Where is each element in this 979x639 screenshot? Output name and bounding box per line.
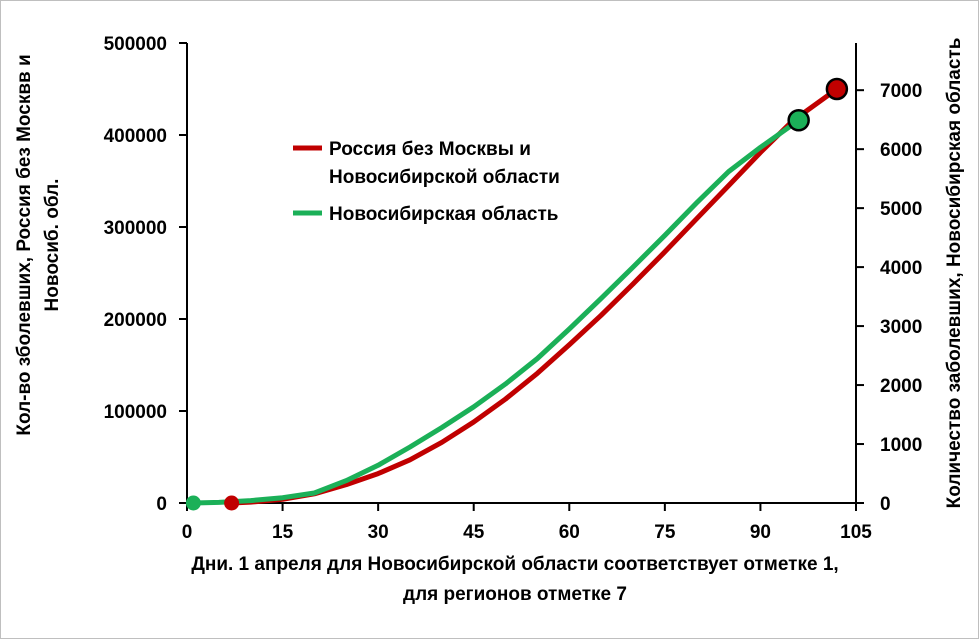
legend-label-russia-line1: Россия без Москвы и (329, 139, 531, 160)
series (185, 77, 849, 511)
x-tick-label: 75 (654, 522, 676, 543)
right-y-tick-label: 4000 (880, 258, 922, 279)
left-y-tick-label: 300000 (104, 218, 167, 239)
right-y-tick-label: 0 (880, 494, 891, 515)
x-axis-title-line2: для регионов отметке 7 (403, 584, 627, 605)
right-y-tick-label: 6000 (880, 140, 922, 161)
legend-label-russia-line2: Новосибирской области (329, 167, 560, 188)
left-y-tick-label: 200000 (104, 310, 167, 331)
axes: 0 100000 200000 300000 400000 500000 0 1000 200… (104, 34, 923, 543)
left-y-ticks: 0 100000 200000 300000 400000 500000 (104, 34, 187, 515)
series-line-novosibirsk (190, 117, 802, 506)
x-axis-title-line1: Дни. 1 апреля для Новосибирской области … (191, 554, 838, 575)
axis-titles: Дни. 1 апреля для Новосибирской области … (14, 38, 965, 605)
x-tick-label: 60 (559, 522, 580, 543)
series-marker-novosibirsk (787, 109, 810, 132)
x-tick-label: 0 (182, 522, 193, 543)
x-tick-label: 45 (463, 522, 485, 543)
right-y-tick-label: 1000 (880, 435, 922, 456)
x-tick-label: 15 (272, 522, 294, 543)
left-y-tick-label: 500000 (104, 34, 167, 55)
left-y-tick-label: 400000 (104, 126, 167, 147)
series-marker-novosibirsk (185, 495, 201, 511)
x-tick-label: 105 (840, 522, 872, 543)
x-tick-label: 90 (750, 522, 771, 543)
right-y-tick-label: 7000 (880, 81, 922, 102)
left-y-axis-title-line1: Кол-во зболевших, Россия без Москвв и (14, 54, 35, 435)
right-y-tick-label: 2000 (880, 376, 922, 397)
legend: Россия без Москвы и Новосибирской област… (293, 139, 560, 225)
series-marker-russia (825, 77, 849, 101)
left-y-tick-label: 100000 (104, 402, 167, 423)
legend-label-novosibirsk: Новосибирская область (329, 204, 558, 225)
left-y-tick-label: 0 (156, 494, 167, 515)
right-y-tick-label: 5000 (880, 199, 922, 220)
series-marker-russia (224, 495, 240, 511)
x-ticks: 0 15 30 45 60 75 90 105 (182, 503, 872, 543)
right-y-ticks: 0 1000 2000 3000 4000 5000 6000 7000 (856, 81, 922, 515)
left-y-axis-title-line2: Новосиб. обл. (42, 179, 63, 312)
x-tick-label: 30 (368, 522, 389, 543)
right-y-tick-label: 3000 (880, 317, 922, 338)
right-y-axis-title: Количество заболевших, Новосибирская обл… (944, 38, 965, 509)
